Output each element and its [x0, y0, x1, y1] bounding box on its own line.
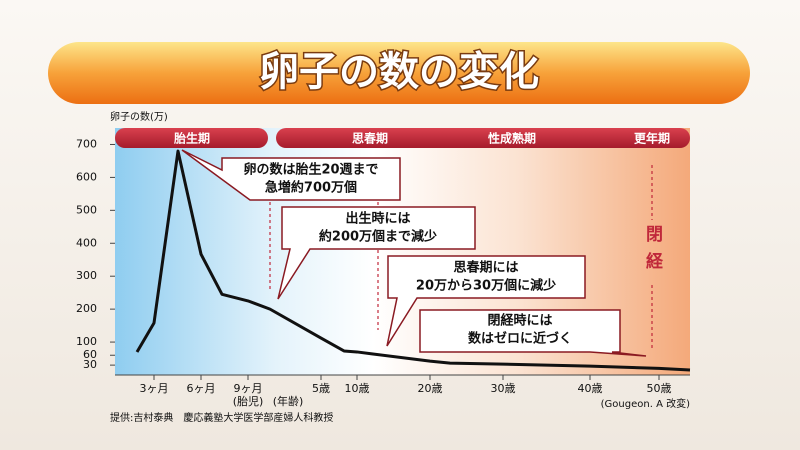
x-tick-label: 50歳	[647, 382, 672, 395]
callout-text: 数はゼロに近づく	[468, 331, 572, 347]
x-tick-label: 30歳	[491, 382, 516, 395]
y-tick-label: 30	[83, 358, 97, 371]
phase-label: 思春期	[352, 131, 388, 146]
menopause-label: 閉経	[642, 225, 663, 279]
callout-text: 20万から30万個に減少	[416, 278, 556, 294]
y-tick-label: 400	[76, 236, 97, 249]
callout-box	[419, 309, 647, 357]
credit: 提供:吉村泰典 慶応義塾大学医学部産婦人科教授	[110, 411, 333, 424]
y-tick-label: 500	[76, 203, 97, 216]
callout-text: 出生時には	[345, 211, 410, 227]
callout-text: 閉経時には	[487, 313, 552, 329]
phase-label: 更年期	[634, 131, 670, 146]
data-line	[135, 149, 691, 372]
title-banner	[48, 42, 750, 104]
y-axis-label: 卵子の数(万)	[110, 110, 168, 123]
callout-text: 急増約700万個	[265, 180, 357, 196]
y-tick-label: 600	[76, 170, 97, 183]
callout-text: 約200万個まで減少	[319, 229, 437, 245]
x-tick-label: 6ヶ月	[187, 382, 216, 395]
x-tick-label: 10歳	[345, 382, 370, 395]
x-tick-label: 3ヶ月	[140, 382, 169, 395]
phase-bar	[276, 128, 690, 148]
y-tick-label: 700	[76, 137, 97, 150]
x-note: (胎児)	[233, 394, 264, 408]
x-tick-label: 40歳	[578, 382, 603, 395]
x-tick-label: 5歳	[312, 382, 330, 395]
callout-box	[277, 206, 476, 300]
y-tick-label: 200	[76, 302, 97, 315]
phase-label: 性成熟期	[487, 131, 536, 146]
x-note: (年齢)	[273, 394, 304, 408]
chart-title: 卵子の数の変化	[259, 49, 539, 95]
callout-box	[386, 255, 586, 347]
x-tick-label: 9ヶ月	[234, 382, 263, 395]
y-tick-label: 100	[76, 335, 97, 348]
x-tick-label: 20歳	[418, 382, 443, 395]
y-tick-label: 300	[76, 269, 97, 282]
callout-text: 卵の数は胎生20週まで	[243, 162, 378, 178]
y-tick-label: 60	[83, 348, 97, 361]
phase-label: 胎生期	[174, 131, 210, 146]
callout-box	[181, 149, 401, 201]
callout-text: 思春期には	[453, 260, 518, 276]
source: (Gougeon. A 改変)	[601, 397, 690, 410]
phase-bar	[115, 128, 268, 148]
